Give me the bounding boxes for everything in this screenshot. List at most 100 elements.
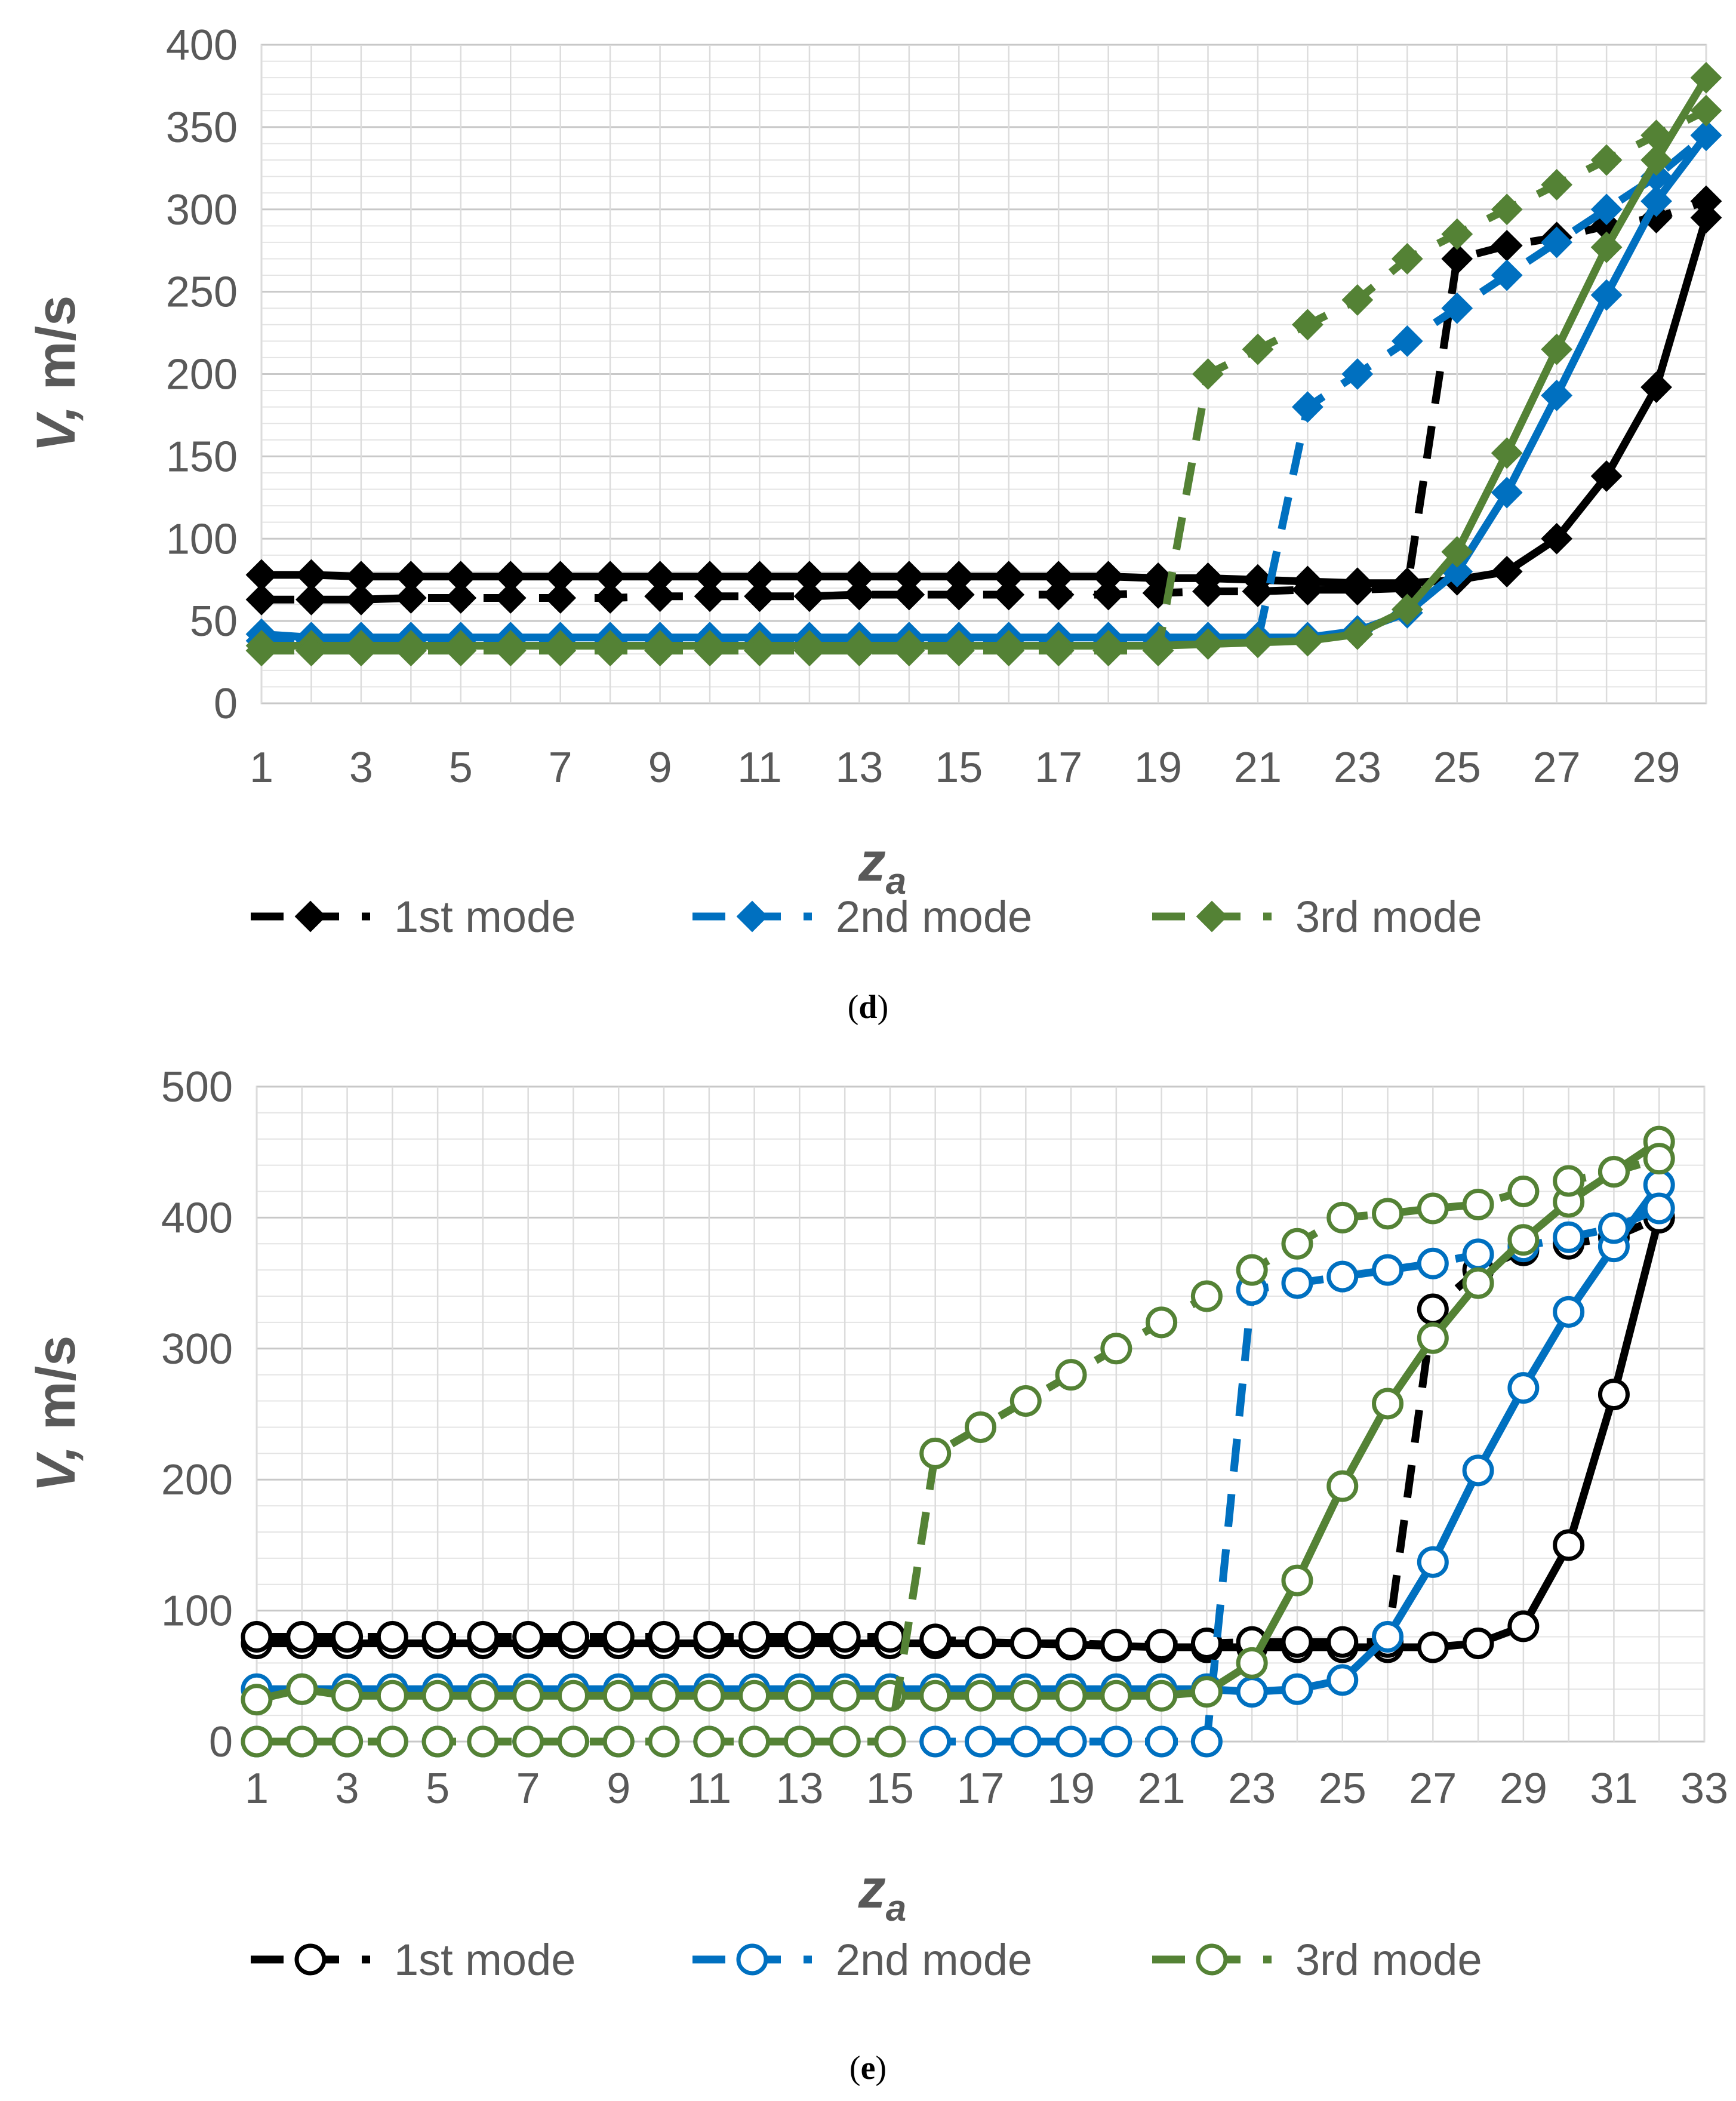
data-point <box>1391 593 1423 626</box>
x-axis-title-var: z <box>858 1859 886 1919</box>
data-point <box>241 1620 273 1653</box>
x-tick-label: 9 <box>648 744 672 792</box>
data-point <box>602 1725 635 1758</box>
data-point <box>874 1620 906 1653</box>
data-point <box>1690 202 1722 233</box>
x-tick-label: 13 <box>775 1765 823 1813</box>
x-tick-label: 29 <box>1633 744 1680 792</box>
data-point <box>1281 1626 1313 1658</box>
series-1st-mode-dashed <box>245 185 1722 616</box>
x-tick-label: 17 <box>956 1765 1004 1813</box>
data-point <box>1281 1228 1313 1260</box>
x-axis-title: za <box>858 1859 906 1929</box>
data-point <box>594 582 626 614</box>
data-point <box>1236 1647 1268 1679</box>
data-point <box>1190 1725 1223 1758</box>
data-point <box>421 1620 454 1653</box>
data-point <box>648 1679 680 1712</box>
legend-item: 3rd mode <box>1152 1935 1482 1985</box>
data-point <box>965 1679 996 1712</box>
data-point <box>512 1679 544 1712</box>
data-point <box>1146 1679 1178 1712</box>
data-point <box>1507 1610 1540 1642</box>
data-point <box>1146 1306 1178 1339</box>
data-point <box>1690 94 1722 127</box>
data-point <box>286 1673 318 1705</box>
data-point <box>1055 1679 1087 1712</box>
data-point <box>331 1679 364 1712</box>
y-tick-label: 150 <box>166 433 238 481</box>
data-point <box>1092 635 1125 667</box>
legend-marker <box>736 1943 768 1976</box>
data-point <box>245 583 278 616</box>
data-point <box>1092 579 1125 611</box>
data-point <box>744 580 775 613</box>
data-point <box>1590 231 1623 263</box>
data-point <box>395 582 427 614</box>
data-point <box>286 1725 318 1758</box>
legend-label: 2nd mode <box>836 892 1032 942</box>
data-point <box>376 1725 408 1758</box>
data-point <box>843 579 875 611</box>
data-point <box>1055 1627 1087 1659</box>
data-point <box>644 635 676 667</box>
y-axis-title-var: V, <box>26 1445 87 1492</box>
y-tick-label: 250 <box>166 269 238 316</box>
data-point <box>1042 579 1075 611</box>
y-tick-label: 300 <box>161 1325 233 1373</box>
data-point <box>602 1620 635 1653</box>
data-point <box>296 583 327 616</box>
legend-item: 2nd mode <box>692 1935 1032 1985</box>
data-point <box>1417 1192 1449 1225</box>
data-point <box>1643 1192 1675 1225</box>
y-axis-title: V, m/s <box>26 1336 87 1493</box>
y-axis-title-unit: m/s <box>26 296 87 405</box>
x-axis-title-var: z <box>858 832 886 893</box>
data-point <box>376 1679 408 1712</box>
data-point <box>1192 628 1224 660</box>
data-point <box>286 1620 318 1653</box>
x-tick-label: 11 <box>737 744 782 792</box>
legend-marker <box>1196 1943 1228 1976</box>
data-point <box>1242 626 1274 659</box>
data-point <box>376 1620 408 1653</box>
data-point <box>1590 460 1623 492</box>
y-tick-label: 0 <box>209 1718 233 1766</box>
data-point <box>783 1620 815 1653</box>
x-tick-label: 7 <box>516 1765 540 1813</box>
data-point <box>919 1679 952 1712</box>
data-point <box>1100 1629 1132 1661</box>
data-point <box>395 635 427 667</box>
data-point <box>1372 1388 1404 1420</box>
x-tick-label: 29 <box>1500 1765 1547 1813</box>
data-point <box>1291 309 1323 341</box>
data-point <box>829 1620 861 1653</box>
data-point <box>241 1725 273 1758</box>
data-point <box>1640 119 1672 152</box>
data-point <box>1291 391 1323 423</box>
data-point <box>1100 1679 1132 1712</box>
data-point <box>1417 1631 1449 1663</box>
data-point <box>467 1725 499 1758</box>
data-point <box>1417 1293 1449 1325</box>
data-point <box>1441 218 1473 250</box>
caption-letter: e <box>861 2050 876 2087</box>
data-point <box>1192 358 1224 390</box>
data-point <box>1417 1322 1449 1354</box>
data-point <box>345 583 377 616</box>
data-point <box>648 1620 680 1653</box>
data-point <box>557 1620 589 1653</box>
x-tick-label: 1 <box>245 1765 269 1813</box>
data-point <box>829 1679 861 1712</box>
data-point <box>1507 1224 1540 1256</box>
data-point <box>1291 625 1323 657</box>
x-tick-label: 17 <box>1035 744 1082 792</box>
y-axis-title-var: V, <box>26 405 87 452</box>
x-tick-label: 27 <box>1409 1765 1457 1813</box>
data-point <box>965 1411 996 1443</box>
x-tick-label: 23 <box>1334 744 1381 792</box>
x-axis-title-sub: a <box>886 861 906 902</box>
x-tick-label: 33 <box>1680 1765 1728 1813</box>
x-tick-label: 25 <box>1433 744 1481 792</box>
